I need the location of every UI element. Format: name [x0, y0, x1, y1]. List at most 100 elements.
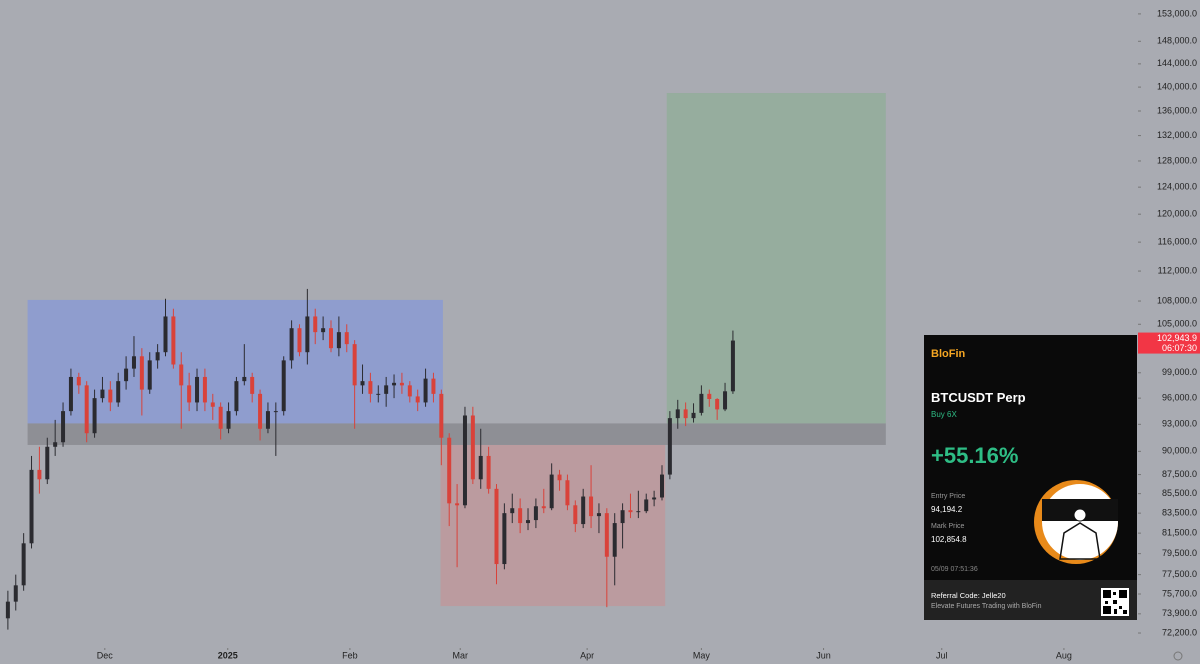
candle-body: [581, 496, 586, 525]
candle-body: [518, 508, 523, 524]
y-tick-label: 153,000.0: [1157, 8, 1197, 18]
y-tick-label: 144,000.0: [1157, 58, 1197, 68]
candle-body: [218, 406, 223, 429]
candle-body: [328, 328, 333, 349]
candle-body: [226, 411, 231, 429]
y-tick-label: 81,500.0: [1162, 528, 1197, 538]
candle-body: [415, 396, 420, 403]
x-tick-label: Jun: [816, 650, 831, 660]
candle-body: [502, 513, 507, 565]
candle-body: [620, 510, 625, 524]
zone: [666, 93, 886, 424]
candle-body: [68, 376, 73, 412]
candle-body: [691, 412, 696, 419]
candle-body: [131, 356, 136, 369]
y-tick-label: 116,000.0: [1158, 237, 1197, 247]
symbol: BTCUSDT Perp: [931, 390, 1026, 405]
y-tick-label: 112,000.0: [1158, 265, 1197, 275]
candle-body: [557, 474, 562, 481]
candle-body: [147, 360, 152, 390]
candle-body: [76, 376, 81, 386]
side: Buy 6X: [931, 410, 957, 419]
candle-body: [234, 381, 239, 412]
candle-body: [250, 376, 255, 394]
candle-body: [478, 455, 483, 480]
y-tick-label: 105,000.0: [1157, 319, 1197, 329]
candle-body: [352, 344, 357, 386]
countdown: 06:07:30: [1162, 343, 1197, 353]
candle-body: [699, 393, 704, 413]
y-tick-label: 108,000.0: [1157, 295, 1197, 305]
x-tick-label: Dec: [97, 650, 114, 660]
candle-body: [707, 393, 712, 399]
candle-body: [462, 415, 467, 506]
candle-body: [392, 382, 397, 386]
y-tick-label: 75,700.0: [1162, 588, 1197, 598]
candle-body: [399, 382, 404, 386]
candle-body: [431, 378, 436, 394]
candle-body: [124, 368, 129, 382]
candle-body: [447, 437, 452, 504]
candle-body: [612, 523, 617, 557]
position-card: BloFin BTCUSDT Perp Buy 6X +55.16% Entry…: [924, 335, 1137, 620]
candle-body: [116, 381, 121, 403]
candle-body: [195, 376, 200, 403]
candle-body: [92, 398, 97, 434]
candle-body: [53, 442, 58, 447]
candle-body: [179, 364, 184, 386]
last-price-box: [1138, 332, 1200, 354]
candle-body: [313, 316, 318, 333]
y-tick-label: 85,500.0: [1162, 488, 1197, 498]
candle-body: [376, 393, 381, 395]
candle-body: [108, 389, 113, 403]
candle-body: [439, 393, 444, 438]
referral: Referral Code: Jelle20: [931, 591, 1006, 600]
candle-body: [730, 340, 735, 392]
x-tick-label: Apr: [580, 650, 594, 660]
candle-body: [29, 469, 34, 544]
candle-body: [305, 316, 310, 353]
candle-body: [715, 398, 720, 410]
candle-body: [21, 543, 26, 586]
candle-body: [486, 455, 491, 489]
candle-body: [384, 385, 389, 394]
entry-label: Entry Price: [931, 493, 966, 500]
y-tick-label: 73,900.0: [1162, 608, 1197, 618]
candle-body: [155, 352, 160, 361]
candle-body: [407, 385, 412, 397]
x-tick-label: 2025: [218, 650, 238, 660]
candle-body: [565, 480, 570, 506]
candle-body: [723, 391, 728, 410]
candle-body: [187, 385, 192, 403]
mark-price: 102,854.8: [931, 535, 967, 544]
x-tick-label: Mar: [452, 650, 468, 660]
candle-body: [360, 381, 365, 386]
candle-body: [549, 474, 554, 509]
y-tick-label: 128,000.0: [1157, 155, 1197, 165]
y-tick-label: 87,500.0: [1162, 469, 1197, 479]
y-tick-label: 148,000.0: [1157, 36, 1197, 46]
settings-icon: [1173, 651, 1183, 661]
mark-label: Mark Price: [931, 523, 965, 530]
tagline: Elevate Futures Trading with BloFin: [931, 603, 1042, 610]
candle-body: [289, 328, 294, 361]
candle-body: [596, 513, 601, 517]
candle-body: [265, 411, 270, 429]
candle-body: [573, 505, 578, 525]
brand: BloFin: [931, 348, 966, 360]
candle-body: [258, 393, 263, 429]
x-tick-label: Aug: [1056, 650, 1072, 660]
candle-body: [202, 376, 207, 403]
x-tick-label: May: [693, 650, 711, 660]
candle-body: [5, 601, 10, 619]
candle-body: [171, 316, 176, 365]
candle-body: [13, 585, 18, 602]
candle-body: [510, 508, 515, 514]
avatar: [1034, 480, 1118, 564]
candle-body: [368, 381, 373, 394]
candle-body: [652, 497, 657, 500]
candle-body: [636, 511, 641, 513]
y-tick-label: 83,500.0: [1162, 508, 1197, 518]
qr-code: [1101, 588, 1129, 616]
y-tick-label: 79,500.0: [1162, 548, 1197, 558]
